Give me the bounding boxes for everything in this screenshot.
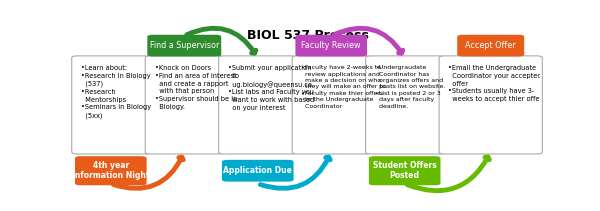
FancyBboxPatch shape bbox=[75, 156, 146, 185]
Text: Accept Offer: Accept Offer bbox=[466, 41, 516, 50]
FancyBboxPatch shape bbox=[365, 56, 444, 154]
FancyBboxPatch shape bbox=[148, 35, 221, 57]
FancyBboxPatch shape bbox=[222, 160, 293, 182]
Text: BIOL 537 Process: BIOL 537 Process bbox=[247, 29, 368, 42]
Text: •Email the Undergraduate
  Coordinator your accepted
  offer
•Students usually h: •Email the Undergraduate Coordinator you… bbox=[448, 65, 542, 102]
FancyBboxPatch shape bbox=[295, 35, 367, 57]
Text: •Faculty have 2-weeks to
  review applications and
  make a decision on who
  th: •Faculty have 2-weeks to review applicat… bbox=[301, 65, 388, 108]
Text: Faculty Review: Faculty Review bbox=[301, 41, 361, 50]
FancyBboxPatch shape bbox=[218, 56, 297, 154]
Text: •Submit your application
  to
  ug.biology@queensu.ca
•List labs and Faculty you: •Submit your application to ug.biology@q… bbox=[228, 65, 314, 111]
FancyBboxPatch shape bbox=[457, 35, 524, 57]
FancyBboxPatch shape bbox=[439, 56, 542, 154]
FancyBboxPatch shape bbox=[369, 156, 440, 185]
Text: Find a Supervisor: Find a Supervisor bbox=[149, 41, 219, 50]
Text: •Undergraudate
  Coordinator has
  organizes offers and
  posts list on website.: •Undergraudate Coordinator has organizes… bbox=[375, 65, 445, 108]
Text: Application Due: Application Due bbox=[223, 166, 292, 175]
Text: •Knock on Doors
•Find an area of interest
  and create a rapport
  with that per: •Knock on Doors •Find an area of interes… bbox=[155, 65, 237, 110]
FancyBboxPatch shape bbox=[72, 56, 151, 154]
Text: Student Offers
Posted: Student Offers Posted bbox=[373, 161, 437, 180]
FancyBboxPatch shape bbox=[292, 56, 371, 154]
Text: 4th year
Information Night: 4th year Information Night bbox=[72, 161, 149, 180]
FancyBboxPatch shape bbox=[145, 56, 224, 154]
Text: •Learn about:
•Research In Biology
  (537)
•Research
  Mentorships
•Seminars in : •Learn about: •Research In Biology (537)… bbox=[81, 65, 151, 119]
